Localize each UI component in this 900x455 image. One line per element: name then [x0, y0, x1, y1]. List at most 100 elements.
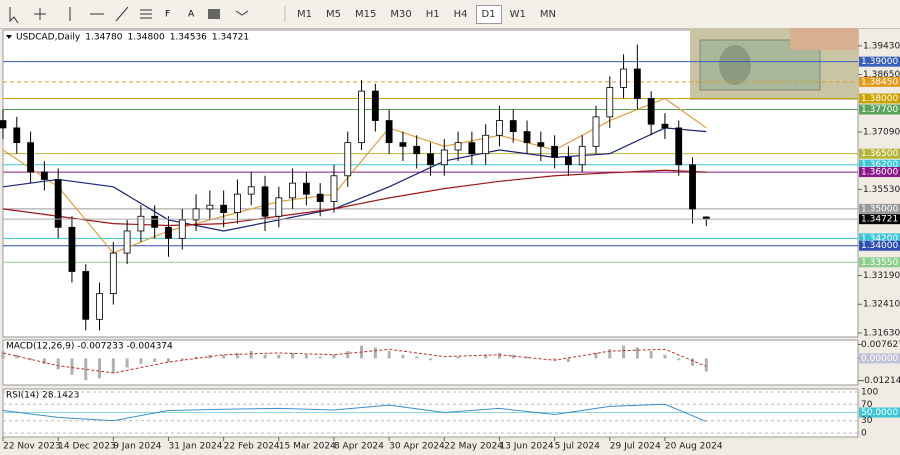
candle	[413, 135, 421, 169]
candle-body	[399, 142, 407, 147]
x-tick-label: 20 Aug 2024	[665, 442, 723, 452]
candle-body	[565, 156, 572, 166]
candle	[40, 161, 48, 191]
y-tick-label: 1.37090	[863, 127, 900, 137]
x-tick-label: 15 Mar 2024	[279, 442, 336, 452]
candle-body	[275, 197, 283, 217]
x-tick-label: 22 May 2024	[444, 442, 503, 452]
x-tick-label: 22 Feb 2024	[224, 442, 280, 452]
candle	[371, 83, 379, 132]
level-label: 1.33550	[861, 258, 898, 268]
candle-body	[289, 182, 296, 199]
symbol-marker	[6, 35, 12, 39]
candle	[165, 216, 172, 257]
macd-signal-label: -0.004374	[127, 342, 173, 352]
timeframe-button[interactable]: W1	[509, 8, 526, 20]
macd-tick-label: -0.012144	[861, 376, 900, 386]
candle-body	[358, 90, 365, 144]
timeframe-button[interactable]: M1	[297, 8, 312, 20]
candle	[482, 124, 490, 165]
candle-body	[234, 193, 241, 213]
candle-body	[454, 142, 462, 151]
rsi-tick-label: 0	[861, 429, 867, 439]
rsi-tick-label: 70	[861, 400, 873, 410]
candle	[344, 131, 352, 187]
candle	[68, 216, 76, 283]
level-label-bg	[859, 203, 900, 214]
candle-body	[109, 252, 117, 294]
timeframe-button[interactable]: M30	[390, 8, 412, 20]
candle-body	[427, 153, 434, 166]
candle-body	[247, 186, 255, 195]
level-label-bg	[859, 240, 900, 251]
candle-body	[578, 145, 586, 166]
candle	[440, 138, 448, 176]
candle-body	[440, 149, 448, 166]
candle	[27, 131, 34, 184]
candle-body	[633, 68, 641, 99]
candle	[13, 116, 21, 154]
x-tick-label: 29 Jul 2024	[610, 442, 661, 452]
candle-body	[344, 142, 352, 177]
level-label-bg	[859, 148, 900, 159]
y-tick-label: 1.33190	[863, 271, 900, 281]
rsi-mid-bg	[859, 407, 900, 418]
level-label: 1.35000	[861, 204, 898, 214]
candle-body	[606, 87, 614, 118]
x-tick-label: 30 Apr 2024	[389, 442, 445, 452]
rsi-tick-label: 100	[861, 388, 878, 398]
macd-zero-bg	[859, 353, 900, 364]
candle-body	[482, 134, 490, 155]
moving-average	[2, 97, 707, 254]
rsi-title: RSI(14)	[6, 391, 39, 401]
candle-body	[137, 215, 145, 232]
candle-body	[178, 219, 186, 239]
timeframe-button[interactable]: M15	[355, 8, 377, 20]
candle	[54, 168, 62, 239]
candle-body	[192, 208, 200, 221]
level-label: 1.36200	[861, 160, 898, 170]
timeframe-button[interactable]: H1	[425, 8, 440, 20]
candle	[592, 105, 600, 154]
timeframe-button[interactable]: D1	[475, 4, 502, 24]
candle	[468, 131, 476, 165]
level-label-bg	[859, 93, 900, 104]
timeframe-bar: M1 M5 M15 M30 H1 H4 D1 W1 MN	[290, 4, 563, 24]
candle-body	[302, 182, 310, 195]
rsi-tick-label: 50.0000	[861, 408, 898, 418]
macd-title: MACD(12,26,9)	[6, 342, 74, 352]
level-label-bg	[859, 159, 900, 170]
candle	[137, 205, 145, 243]
timeframe-button[interactable]: H4	[453, 8, 468, 20]
level-label-bg	[859, 56, 900, 67]
y-tick-label: 1.31630	[863, 328, 900, 338]
candle	[96, 282, 103, 331]
candle-body	[647, 98, 655, 125]
candle	[689, 157, 696, 224]
x-tick-label: 9 Jan 2024	[113, 442, 161, 452]
svg-text:A: A	[188, 10, 195, 20]
tool-icons: F A	[9, 6, 286, 24]
candle-body	[316, 193, 324, 202]
macd-main-label: -0.007233	[77, 342, 123, 352]
moving-average	[2, 169, 707, 227]
candle-body	[675, 127, 683, 166]
candle	[316, 183, 324, 217]
candle	[606, 76, 614, 128]
candle	[261, 175, 269, 231]
timeframe-button[interactable]: MN	[539, 8, 556, 20]
candle-body	[661, 123, 669, 129]
candle	[109, 242, 117, 305]
moving-average	[2, 127, 707, 232]
header-high: 1.34800	[127, 33, 164, 43]
level-label: 1.38000	[861, 94, 898, 104]
candle-body	[96, 293, 103, 320]
candle	[427, 142, 434, 176]
candle-body	[330, 175, 338, 202]
candle-body	[0, 120, 7, 129]
candle-body	[206, 204, 214, 210]
x-tick-label: 14 Dec 2023	[58, 442, 115, 452]
x-tick-label: 22 Nov 2023	[3, 442, 61, 452]
timeframe-button[interactable]: M5	[326, 8, 341, 20]
